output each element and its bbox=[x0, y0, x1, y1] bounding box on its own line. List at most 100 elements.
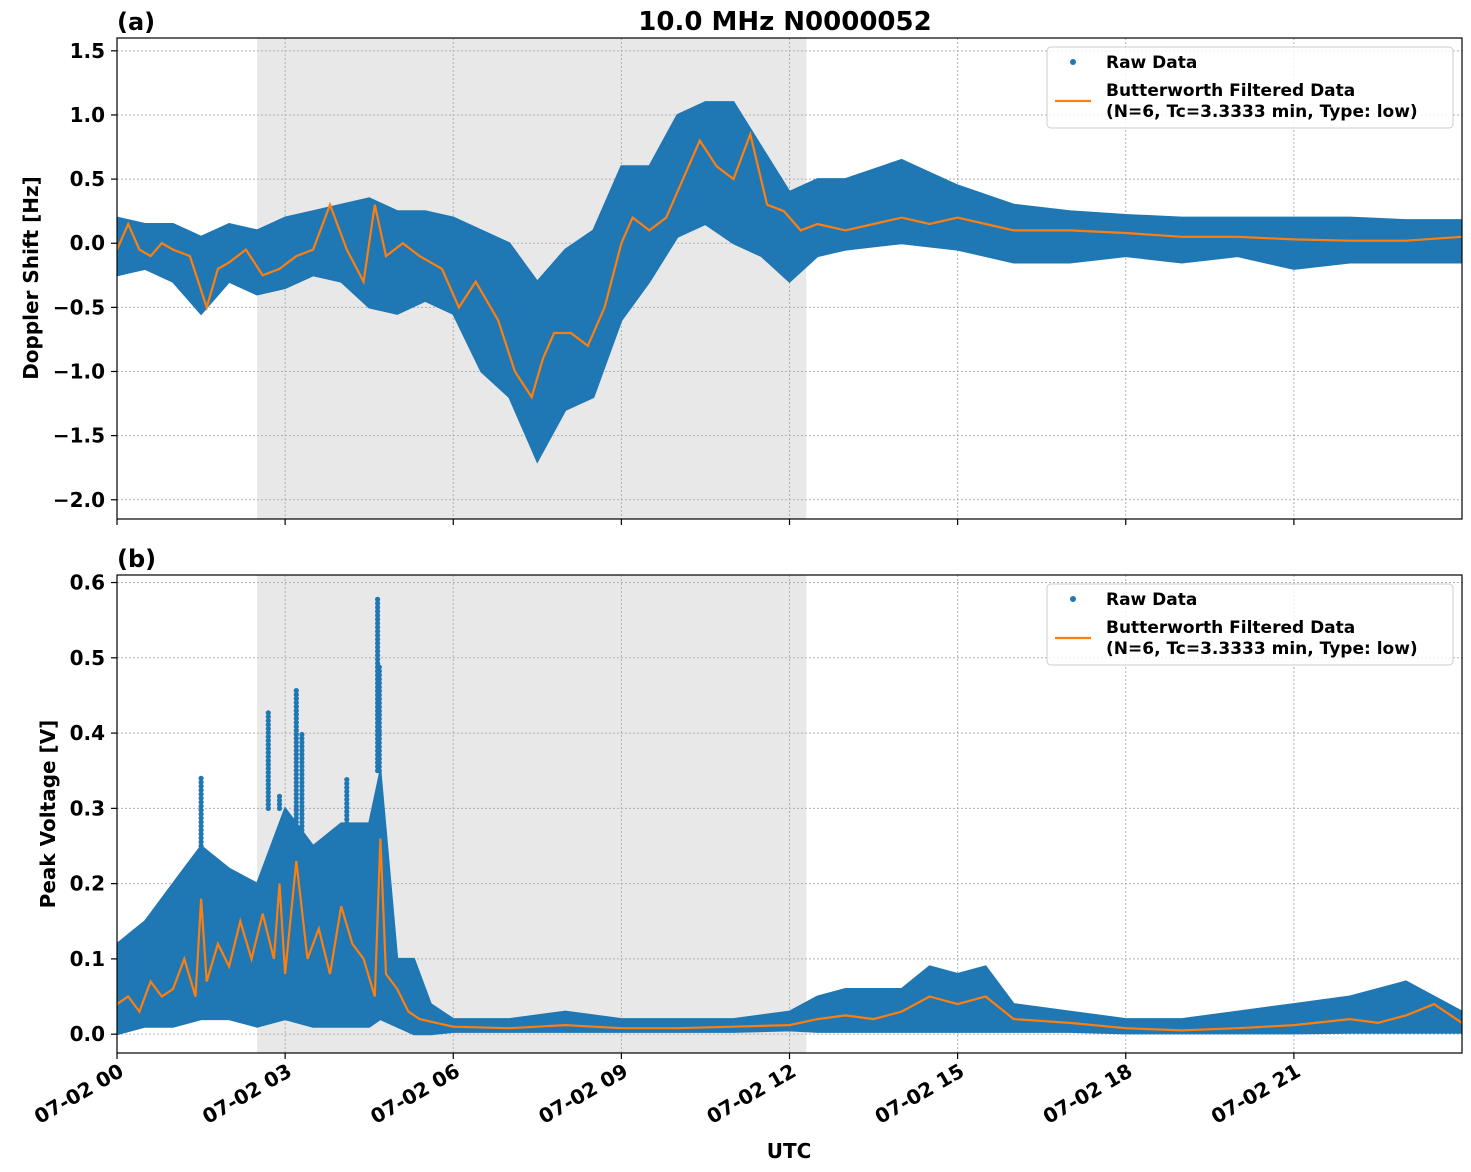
legend-raw-data: Raw Data bbox=[1106, 53, 1197, 73]
raw-data-point bbox=[299, 823, 305, 829]
raw-data-point bbox=[376, 708, 382, 714]
raw-data-point bbox=[299, 783, 305, 789]
raw-data-point bbox=[265, 714, 271, 720]
raw-data-point bbox=[299, 751, 305, 758]
raw-data-point bbox=[265, 801, 271, 808]
raw-data-point bbox=[375, 660, 381, 666]
raw-data-point bbox=[344, 796, 350, 803]
raw-data-point bbox=[299, 763, 305, 769]
y-tick-label: 0.0 bbox=[70, 231, 105, 255]
raw-data-point bbox=[276, 805, 283, 812]
raw-data-point bbox=[375, 600, 381, 607]
raw-data-point bbox=[293, 743, 299, 750]
raw-data-point bbox=[299, 831, 305, 837]
panel-label: (a) bbox=[117, 8, 155, 36]
raw-data-point bbox=[198, 831, 204, 837]
raw-data-point bbox=[265, 746, 271, 752]
raw-data-point bbox=[265, 785, 271, 792]
doppler-shift-panel: −2.0 −1.5 −1.0 −0.5 0.0 0.5 1.0 1.5 (a) 10.0 MH… bbox=[19, 7, 1463, 525]
chart-title: 10.0 MHz N0000052 bbox=[638, 7, 931, 37]
raw-data-point bbox=[299, 779, 305, 785]
legend-filtered-data: Butterworth Filtered Data bbox=[1106, 81, 1355, 101]
raw-data-point bbox=[276, 797, 283, 804]
raw-data-series bbox=[117, 101, 1462, 464]
x-tick-label: 07-02 15 bbox=[871, 1059, 969, 1129]
y-tick-label: 1.5 bbox=[70, 39, 105, 63]
raw-data-point bbox=[293, 759, 299, 765]
raw-data-point bbox=[293, 803, 299, 809]
x-tick-label: 07-02 03 bbox=[198, 1059, 296, 1129]
raw-data-point bbox=[299, 787, 305, 793]
raw-data-point bbox=[293, 739, 299, 746]
raw-data-point bbox=[198, 823, 204, 829]
raw-data-point bbox=[265, 769, 271, 776]
raw-data-point bbox=[344, 808, 350, 815]
raw-data-point bbox=[198, 787, 204, 793]
raw-data-point bbox=[293, 751, 299, 758]
raw-data-point bbox=[293, 704, 299, 710]
raw-data-point bbox=[293, 723, 299, 730]
raw-data-point bbox=[299, 739, 305, 746]
panel-label: (b) bbox=[117, 545, 156, 573]
raw-data-point bbox=[293, 827, 299, 833]
raw-data-point bbox=[265, 797, 271, 804]
raw-data-point bbox=[375, 644, 381, 650]
raw-data-point bbox=[344, 812, 350, 819]
x-tick-label: 07-02 21 bbox=[1207, 1059, 1305, 1129]
raw-data-point bbox=[376, 760, 382, 766]
raw-data-point bbox=[375, 628, 381, 634]
raw-data-point bbox=[293, 771, 299, 777]
raw-data-point bbox=[344, 804, 350, 811]
y-tick-label: 0.5 bbox=[70, 167, 105, 191]
raw-data-point bbox=[293, 700, 299, 706]
raw-data-point bbox=[375, 652, 381, 658]
y-tick-label: −2.0 bbox=[53, 488, 105, 512]
raw-data-point bbox=[299, 819, 305, 825]
raw-data-point bbox=[376, 704, 382, 710]
axis-ticks: −2.0 −1.5 −1.0 −0.5 0.0 0.5 1.0 1.5 bbox=[53, 39, 1295, 525]
raw-data-point bbox=[376, 768, 382, 774]
legend-marker-raw bbox=[1070, 59, 1076, 65]
raw-data-point bbox=[299, 835, 305, 841]
raw-data-point bbox=[299, 743, 305, 750]
raw-data-point bbox=[293, 819, 299, 825]
legend-box bbox=[1046, 46, 1454, 129]
raw-data-point bbox=[293, 747, 299, 754]
raw-data-point bbox=[299, 735, 305, 742]
raw-data-point bbox=[376, 720, 382, 726]
raw-data-point bbox=[265, 738, 271, 744]
raw-data-point bbox=[198, 807, 204, 813]
raw-data-point bbox=[293, 843, 299, 849]
raw-data-point bbox=[265, 773, 271, 780]
y-tick-label: −1.0 bbox=[53, 359, 105, 383]
raw-data-point bbox=[376, 692, 382, 698]
raw-data-point bbox=[293, 831, 299, 837]
raw-data-point bbox=[344, 816, 350, 823]
raw-data-point bbox=[293, 711, 299, 718]
raw-data-point bbox=[265, 758, 271, 764]
raw-data-point bbox=[376, 668, 382, 674]
raw-data-point bbox=[299, 759, 305, 765]
raw-data-point bbox=[265, 754, 271, 760]
raw-data-point bbox=[293, 767, 299, 773]
raw-data-series bbox=[117, 770, 1462, 1036]
raw-data-point bbox=[299, 799, 305, 805]
raw-data-point bbox=[293, 696, 299, 702]
filtered-data-series bbox=[117, 838, 1462, 1032]
filtered-data-series bbox=[117, 130, 1462, 400]
x-tick-label: 07-02 18 bbox=[1039, 1059, 1137, 1129]
raw-data-point bbox=[299, 827, 305, 833]
raw-data-point bbox=[265, 805, 271, 812]
raw-data-point bbox=[293, 795, 299, 801]
legend-filter-params: (N=6, Tc=3.3333 min, Type: low) bbox=[1106, 102, 1418, 122]
raw-data-point bbox=[375, 608, 381, 615]
raw-data-point bbox=[265, 710, 271, 716]
legend-raw-data: Raw Data bbox=[1106, 590, 1197, 610]
raw-data-point bbox=[344, 781, 350, 787]
raw-data-point bbox=[376, 680, 382, 686]
raw-data-points bbox=[198, 596, 382, 849]
raw-data-point bbox=[293, 755, 299, 762]
raw-data-point bbox=[198, 791, 204, 797]
raw-data-point bbox=[376, 684, 382, 690]
raw-data-point bbox=[293, 839, 299, 845]
